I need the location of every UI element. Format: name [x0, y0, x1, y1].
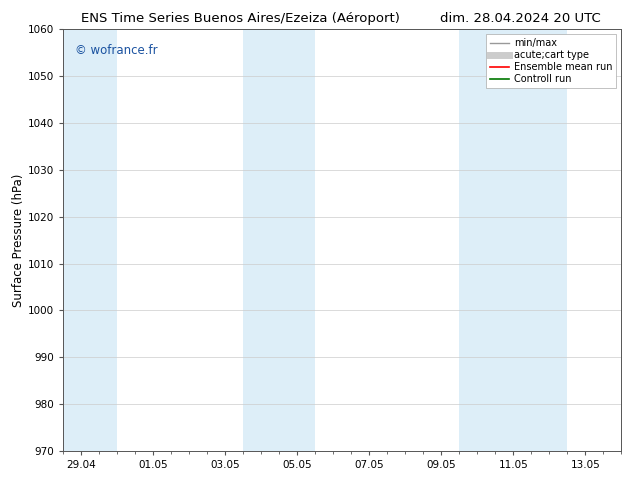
Y-axis label: Surface Pressure (hPa): Surface Pressure (hPa)	[12, 173, 25, 307]
Text: ENS Time Series Buenos Aires/Ezeiza (Aéroport): ENS Time Series Buenos Aires/Ezeiza (Aér…	[82, 12, 400, 25]
Bar	[63, 29, 117, 451]
Legend: min/max, acute;cart type, Ensemble mean run, Controll run: min/max, acute;cart type, Ensemble mean …	[486, 34, 616, 88]
Bar	[243, 29, 315, 451]
Bar	[460, 29, 567, 451]
Text: © wofrance.fr: © wofrance.fr	[75, 44, 157, 57]
Text: dim. 28.04.2024 20 UTC: dim. 28.04.2024 20 UTC	[439, 12, 600, 25]
